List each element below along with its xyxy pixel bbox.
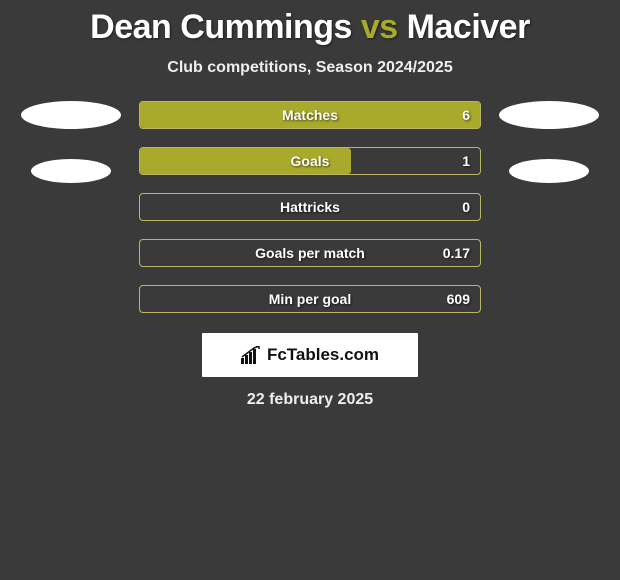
stat-label: Goals per match [255, 245, 365, 261]
stat-value: 1 [462, 153, 470, 169]
stat-row: Hattricks 0 [139, 193, 481, 221]
right-ellipses-column [499, 101, 599, 313]
placeholder-ellipse [31, 159, 111, 183]
date: 22 february 2025 [0, 391, 620, 409]
stat-label: Hattricks [280, 199, 340, 215]
comparison-title: Dean Cummings vs Maciver [0, 0, 620, 47]
stat-label: Matches [282, 107, 338, 123]
stat-value: 0 [462, 199, 470, 215]
placeholder-ellipse [499, 101, 599, 129]
stat-value: 609 [447, 291, 470, 307]
stat-row: Goals per match 0.17 [139, 239, 481, 267]
placeholder-ellipse [509, 159, 589, 183]
stat-row: Min per goal 609 [139, 285, 481, 313]
player2-name: Maciver [407, 8, 530, 46]
content-area: Matches 6 Goals 1 Hattricks 0 Goals per match 0… [0, 101, 620, 313]
stat-value: 6 [462, 107, 470, 123]
chart-icon [241, 346, 261, 364]
placeholder-ellipse [21, 101, 121, 129]
subtitle: Club competitions, Season 2024/2025 [0, 59, 620, 77]
logo-text: FcTables.com [267, 345, 379, 365]
vs-word: vs [361, 8, 398, 46]
stat-label: Goals [291, 153, 330, 169]
player1-name: Dean Cummings [90, 8, 352, 46]
left-ellipses-column [21, 101, 121, 313]
stat-row: Goals 1 [139, 147, 481, 175]
logo-box[interactable]: FcTables.com [202, 333, 418, 377]
stat-row: Matches 6 [139, 101, 481, 129]
stat-bars: Matches 6 Goals 1 Hattricks 0 Goals per match 0… [139, 101, 481, 313]
stat-value: 0.17 [443, 245, 470, 261]
stat-label: Min per goal [269, 291, 351, 307]
